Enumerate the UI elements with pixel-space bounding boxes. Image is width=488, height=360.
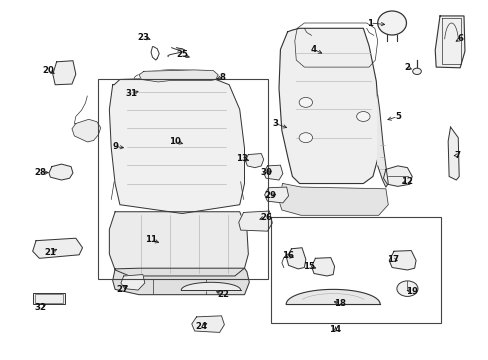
Polygon shape: [279, 28, 379, 184]
Bar: [270, 217, 440, 323]
Polygon shape: [311, 258, 334, 276]
Bar: [98, 80, 268, 279]
Text: 30: 30: [260, 168, 271, 177]
Text: 24: 24: [195, 322, 207, 331]
Polygon shape: [109, 212, 248, 276]
Text: 26: 26: [260, 212, 271, 221]
Text: 18: 18: [334, 299, 346, 308]
Text: 29: 29: [264, 192, 276, 201]
Polygon shape: [33, 238, 82, 258]
Circle shape: [299, 98, 312, 107]
Text: 25: 25: [176, 50, 188, 59]
Polygon shape: [263, 165, 282, 180]
Polygon shape: [245, 154, 263, 168]
Polygon shape: [286, 248, 305, 269]
Polygon shape: [49, 164, 73, 180]
Polygon shape: [383, 166, 411, 186]
Circle shape: [396, 281, 417, 296]
Polygon shape: [53, 61, 76, 85]
Bar: [33, 293, 65, 304]
Text: 19: 19: [406, 287, 417, 296]
Text: 2: 2: [404, 63, 409, 72]
Bar: [35, 294, 63, 303]
Text: 23: 23: [138, 33, 149, 42]
Polygon shape: [447, 127, 458, 180]
Circle shape: [412, 68, 421, 75]
Circle shape: [299, 133, 312, 143]
Text: 5: 5: [394, 112, 400, 121]
Text: 14: 14: [329, 325, 341, 334]
Polygon shape: [121, 275, 144, 290]
Text: 12: 12: [401, 177, 412, 186]
Polygon shape: [377, 95, 387, 187]
Text: 4: 4: [310, 45, 316, 54]
Text: 3: 3: [272, 119, 278, 128]
Text: 13: 13: [236, 154, 247, 163]
Polygon shape: [112, 268, 249, 294]
Text: 7: 7: [454, 151, 460, 160]
Text: 1: 1: [366, 18, 372, 27]
Text: 9: 9: [112, 142, 118, 151]
Text: 15: 15: [303, 262, 314, 271]
Text: 10: 10: [169, 137, 181, 146]
Text: 20: 20: [42, 66, 54, 75]
Polygon shape: [139, 70, 218, 82]
Polygon shape: [191, 316, 224, 332]
Text: 28: 28: [35, 168, 47, 177]
Polygon shape: [434, 16, 464, 68]
Polygon shape: [238, 211, 272, 231]
Text: 8: 8: [220, 73, 225, 82]
Text: 6: 6: [456, 34, 462, 43]
Text: 16: 16: [281, 251, 293, 260]
Circle shape: [356, 112, 369, 121]
Text: 22: 22: [217, 290, 228, 299]
Text: 17: 17: [386, 255, 398, 264]
Ellipse shape: [377, 11, 406, 35]
Text: 31: 31: [125, 89, 138, 98]
Text: 27: 27: [116, 285, 128, 294]
Polygon shape: [278, 184, 387, 215]
Polygon shape: [388, 251, 415, 270]
Text: 32: 32: [35, 302, 47, 311]
Text: 21: 21: [44, 248, 56, 257]
Polygon shape: [109, 78, 244, 213]
Polygon shape: [264, 187, 288, 203]
Polygon shape: [72, 119, 101, 142]
Text: 11: 11: [145, 235, 157, 244]
